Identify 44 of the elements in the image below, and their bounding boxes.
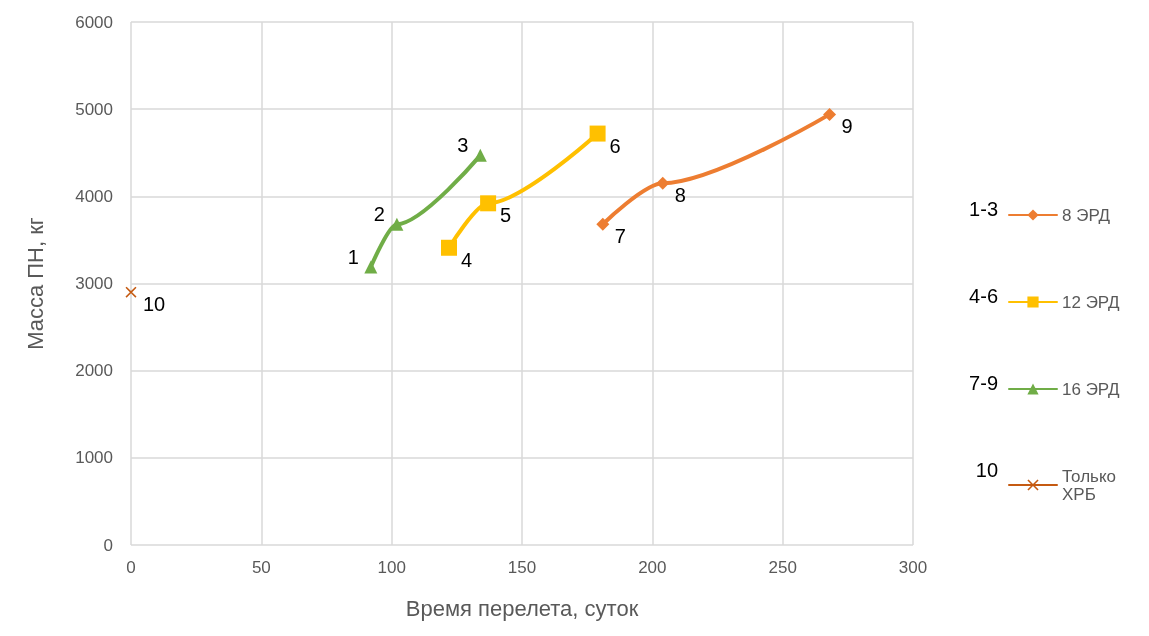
point [596, 217, 610, 231]
x-tick-label: 200 [638, 558, 667, 577]
annotation: 4 [461, 248, 473, 271]
text: 4-6 [969, 285, 998, 307]
point [390, 217, 404, 231]
text: 7-9 [969, 372, 998, 394]
y-axis-title: Масса ПН, кг [22, 217, 48, 350]
y-tick-label: 4000 [75, 186, 113, 206]
annotation: 2 [373, 203, 385, 226]
y-tick-label: 6000 [75, 12, 113, 32]
point [441, 239, 458, 256]
x-tick-label: 250 [768, 558, 797, 577]
legend-label: Только ХРБ [1062, 466, 1116, 504]
point [656, 176, 670, 190]
annotation: 1 [347, 245, 359, 268]
x-axis-title: Время перелета, суток [405, 595, 639, 621]
point [589, 125, 606, 142]
y-tick-label: 5000 [75, 99, 113, 119]
annotation: 7 [614, 225, 626, 248]
x-tick-label: 300 [898, 558, 928, 577]
legend-label: 8 ЭРД [1062, 205, 1111, 225]
x-tick-label: 50 [251, 558, 271, 577]
y-tick-label: 0 [103, 535, 113, 555]
point [364, 260, 378, 274]
y-tick-label: 2000 [75, 361, 113, 381]
x-tick-label: 100 [377, 558, 406, 577]
text: 10 [975, 459, 998, 481]
point [823, 107, 837, 121]
legend-label: 16 ЭРД [1062, 379, 1121, 399]
annotation: 3 [457, 134, 469, 157]
y-tick-label: 3000 [75, 274, 113, 293]
annotation: 8 [674, 184, 686, 207]
point [473, 148, 487, 162]
point [125, 286, 137, 298]
annotation: 9 [841, 115, 853, 138]
x-tick-label: 0 [126, 558, 136, 577]
text: 1-3 [969, 198, 998, 220]
point [480, 195, 497, 212]
x-tick-label: 150 [507, 558, 537, 577]
annotation: 6 [609, 134, 621, 157]
annotation: 10 [143, 293, 166, 316]
y-tick-label: 1000 [75, 448, 113, 468]
legend-label: 12 ЭРД [1062, 292, 1121, 312]
annotation: 5 [500, 204, 512, 227]
